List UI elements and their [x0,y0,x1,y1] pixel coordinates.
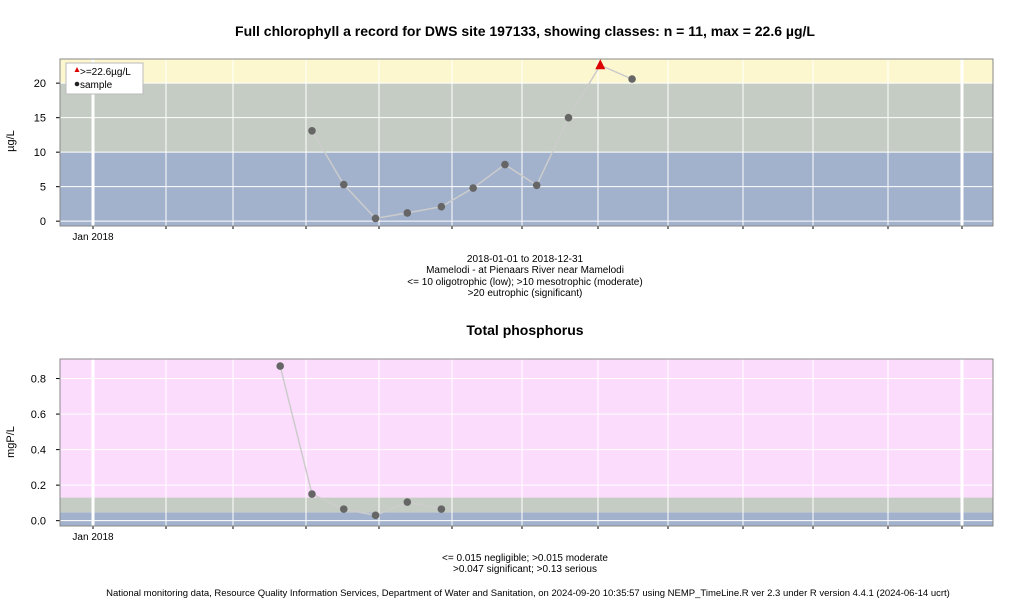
tp-data-point-2 [339,505,348,513]
chl-y-tick-label-2: 10 [34,147,46,159]
tp-data-point-3 [371,511,380,520]
legend-box [65,62,144,95]
chlorophyll-legend: >=22.6µg/L sample [65,62,144,95]
chl-y-tick-label-1: 5 [40,182,46,194]
chl-data-point-6 [501,160,509,169]
chl-data-point-8 [564,113,573,122]
tp-data-point-0 [276,362,284,370]
chlorophyll-caption-line-3: <= 10 oligotrophic (low); >10 mesotrophi… [407,277,642,288]
tp-band-2 [60,497,993,513]
chlorophyll-title: Full chlorophyll a record for DWS site 1… [235,23,815,39]
tp-x-tick-label-0: Jan 2018 [72,532,114,543]
tp-y-tick-label-1: 0.2 [31,480,46,492]
footer-note: National monitoring data, Resource Quali… [106,588,950,599]
phosphorus-caption-line-2: >0.047 significant; >0.13 serious [453,564,597,575]
chlorophyll-y-axis-label: µg/L [5,130,17,152]
tp-data-point-4 [403,498,412,506]
legend-max-marker [74,67,80,72]
tp-y-tick-label-0: 0.0 [31,516,46,528]
tp-frame [59,358,994,527]
chlorophyll-caption-line-2: Mamelodi - at Pienaars River near Mamelo… [426,265,624,276]
chl-frame [59,58,994,227]
phosphorus-plot-area: 0.0 0.2 0.4 0.6 0.8 Jan 2018 [31,358,994,543]
tp-y-tick-label-3: 0.6 [31,409,46,421]
chl-data-point-7 [532,181,541,190]
phosphorus-caption-line-1: <= 0.015 negligible; >0.015 moderate [442,553,608,564]
tp-y-tick-label-4: 0.8 [31,374,46,386]
chl-data-point-3 [403,209,412,217]
chl-band-0 [60,152,993,226]
chl-data-point-2 [371,214,380,223]
chl-data-point-10 [628,75,636,83]
chl-y-tick-label-4: 20 [34,78,46,90]
chlorophyll-caption-line-4: >20 eutrophic (significant) [468,288,583,299]
legend-sample-marker [74,81,80,87]
tp-series-line [279,365,442,517]
chl-y-tick-label-3: 15 [34,113,46,125]
chl-data-point-1 [339,180,348,189]
chlorophyll-plot-area: 0 5 10 15 20 Jan 2018 >=22.6µg/L sample [34,58,994,243]
tp-band-1 [60,512,993,519]
tp-y-tick-label-2: 0.4 [31,445,46,457]
tp-band-3 [60,359,993,498]
legend-max-label: >=22.6µg/L [80,67,131,78]
chl-band-2 [60,59,993,84]
tp-data-point-5 [437,505,446,513]
legend-sample-label: sample [80,80,113,91]
chl-x-tick-label-0: Jan 2018 [72,232,114,243]
chl-data-point-4 [437,202,446,211]
chlorophyll-caption-line-1: 2018-01-01 to 2018-12-31 [467,254,584,265]
tp-band-0 [60,518,993,526]
chl-data-point-5 [469,184,477,192]
chl-max-point [595,59,606,70]
chl-data-point-0 [308,126,316,135]
phosphorus-title: Total phosphorus [466,322,583,338]
chl-y-tick-label-0: 0 [40,216,46,228]
phosphorus-y-axis-label: mgP/L [5,426,17,458]
tp-data-point-1 [308,490,316,498]
